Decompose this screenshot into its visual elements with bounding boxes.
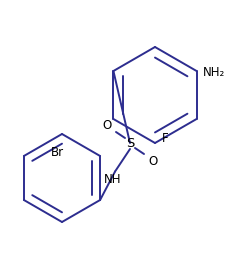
Text: NH: NH: [104, 173, 122, 186]
Text: F: F: [162, 132, 169, 145]
Text: O: O: [148, 155, 158, 168]
Text: NH₂: NH₂: [202, 67, 225, 80]
Text: Br: Br: [50, 146, 63, 159]
Text: O: O: [102, 119, 112, 132]
Text: S: S: [126, 136, 134, 149]
